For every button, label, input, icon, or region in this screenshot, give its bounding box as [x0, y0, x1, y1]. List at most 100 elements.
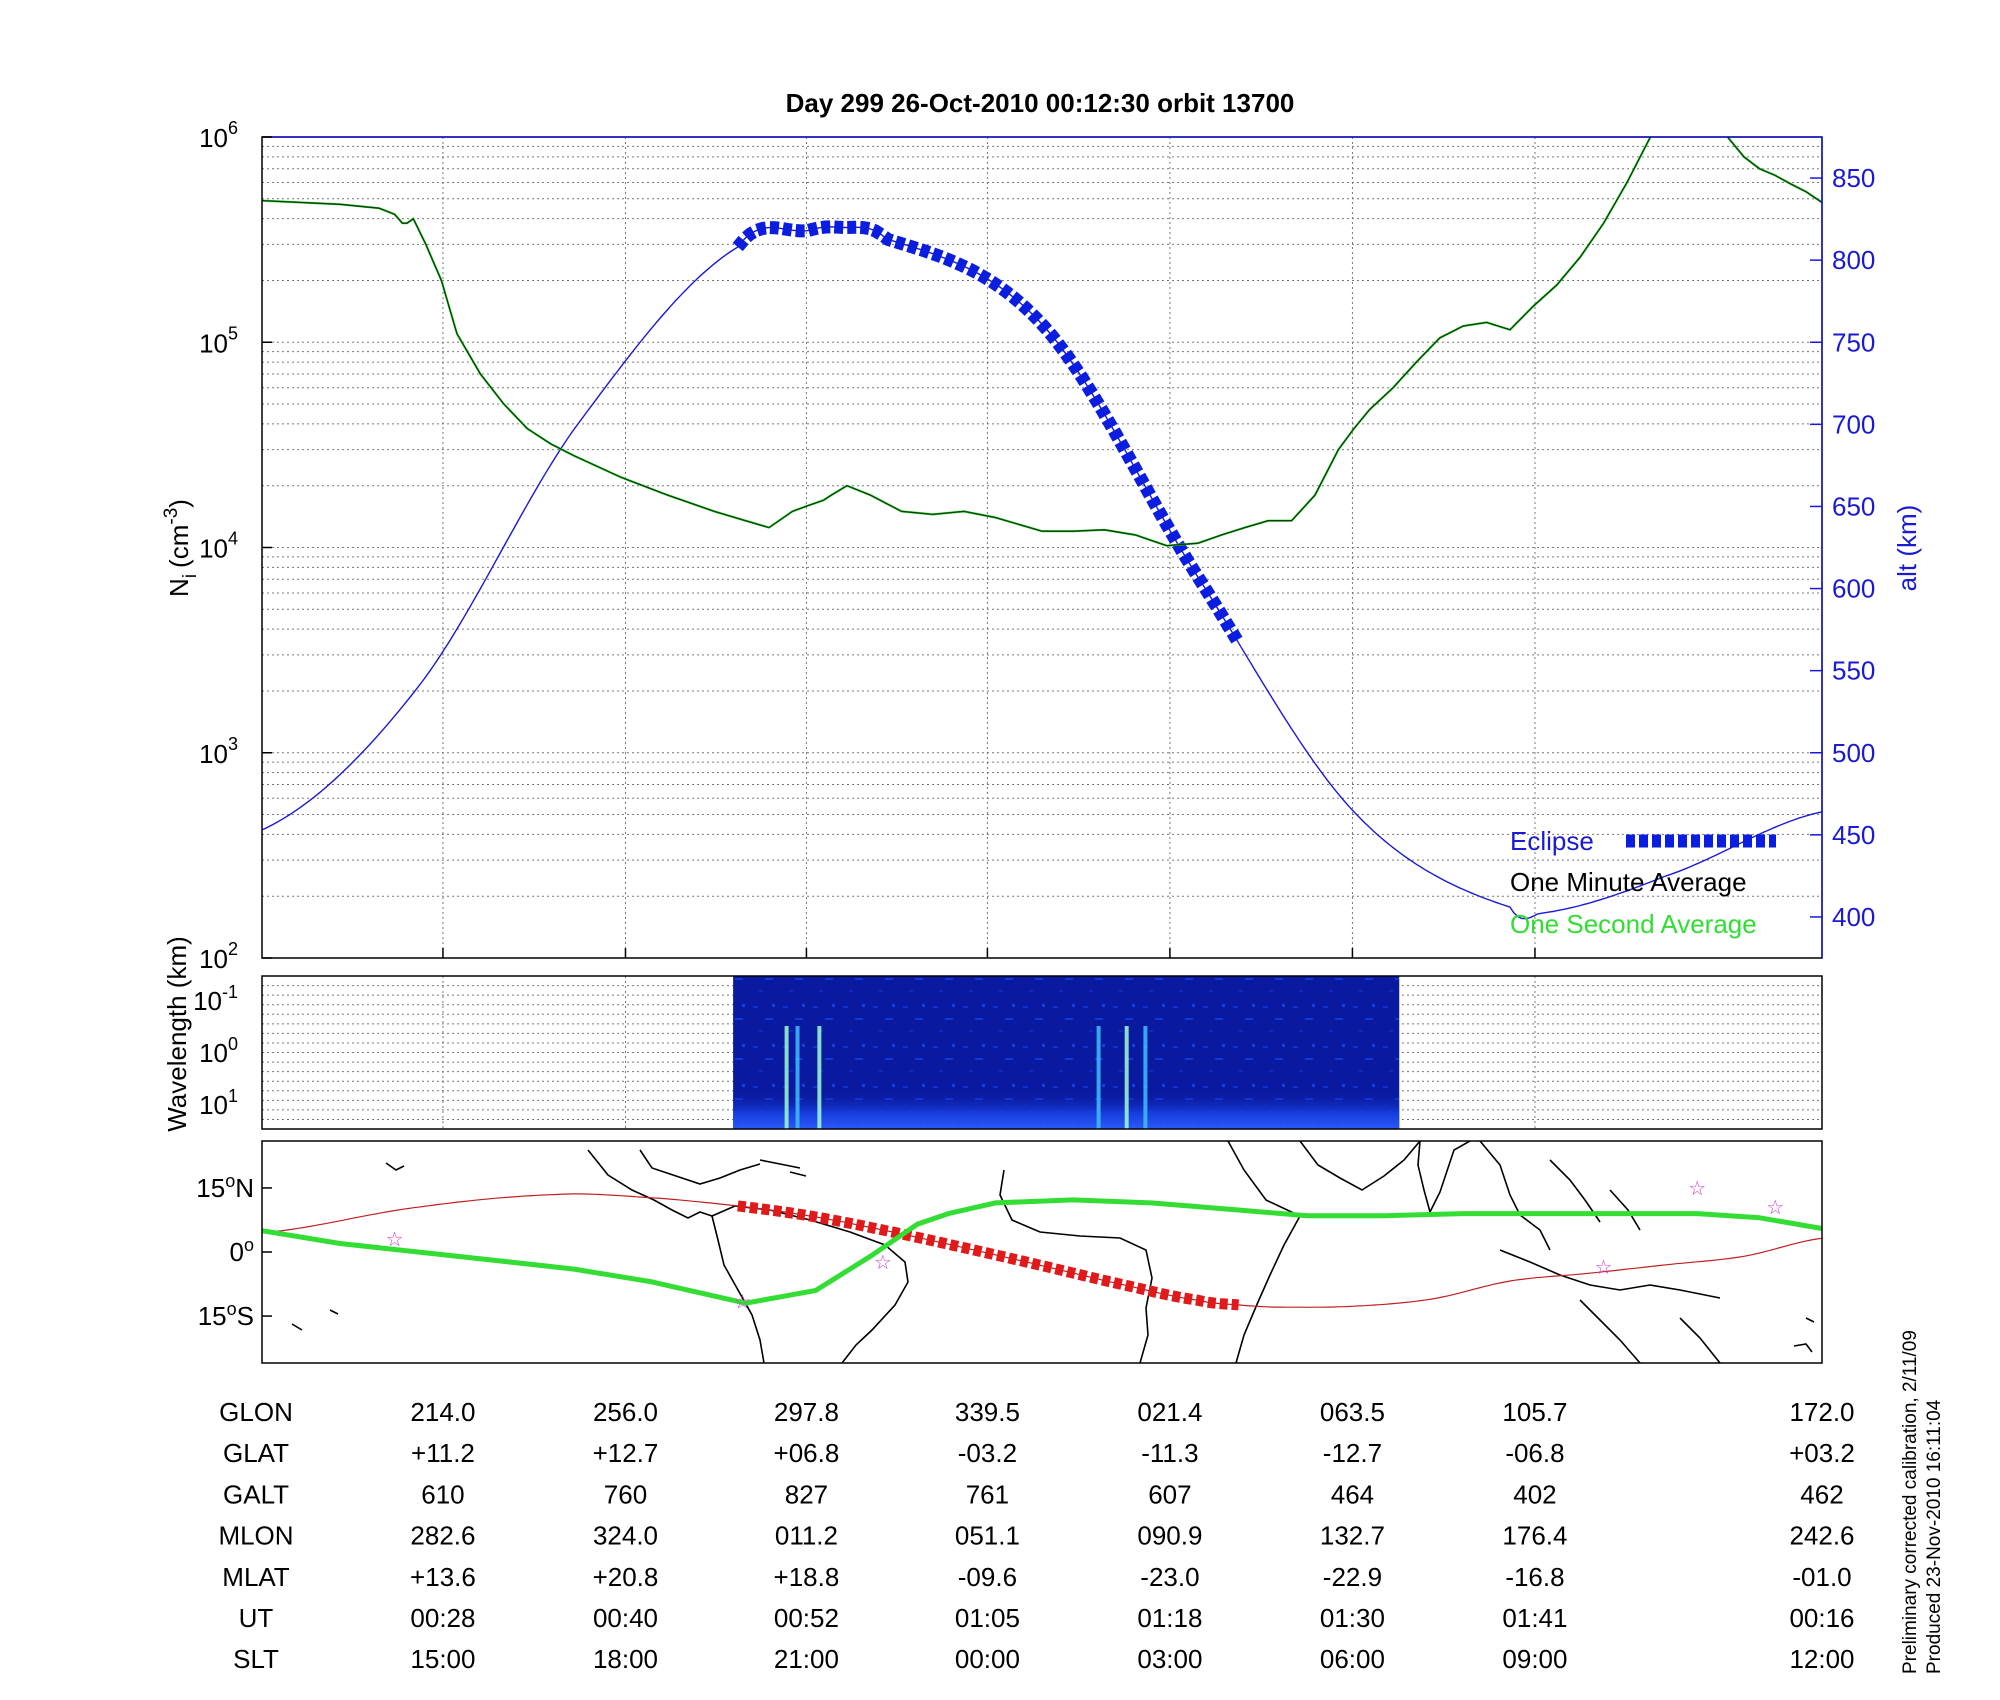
coast-philippines [1549, 1159, 1641, 1231]
table-cell: 00:28 [410, 1603, 475, 1633]
density-y-tick-label: 105 [199, 323, 238, 358]
coast-indochina [1479, 1140, 1551, 1251]
density-y-tick-base: 10 [199, 123, 228, 153]
ground-track-eclipse [737, 1200, 1239, 1311]
table-cell: 01:18 [1137, 1603, 1202, 1633]
spectrogram-low-band [733, 976, 1400, 1129]
table-row-label: SLT [233, 1644, 279, 1674]
table-cell: 105.7 [1502, 1397, 1567, 1427]
density-y-tick-exp: 4 [228, 529, 238, 549]
chart-title: Day 299 26-Oct-2010 00:12:30 orbit 13700 [786, 88, 1295, 118]
table-cell: 00:40 [593, 1603, 658, 1633]
table-cell: +12.7 [593, 1438, 659, 1468]
coast-caribbean [639, 1149, 761, 1185]
altitude-axis-label: alt (km) [1892, 505, 1922, 592]
table-cell: -09.6 [958, 1562, 1017, 1592]
star-icon: ☆ [386, 1229, 404, 1251]
table-cell: +13.6 [410, 1562, 476, 1592]
star-icon: ☆ [1595, 1257, 1613, 1279]
map-y-tick-label: 0o [230, 1235, 254, 1267]
density-axis-label-close: ) [164, 499, 194, 508]
table-cell: 464 [1331, 1479, 1374, 1509]
wavelength-y-tick-label: 101 [199, 1086, 238, 1120]
density-axis-label-unit: (cm [164, 525, 194, 568]
density-y-tick-base: 10 [199, 534, 228, 564]
table-cell: -06.8 [1505, 1438, 1564, 1468]
density-axis-label: Ni (cm-3) [161, 499, 201, 597]
table-cell: 324.0 [593, 1521, 658, 1551]
altitude-y-tick-label: 400 [1832, 902, 1875, 932]
coast-pacific-island-5 [1805, 1317, 1815, 1323]
wavelength-axis-label: Wavelength (km) [162, 936, 192, 1132]
table-cell: 339.5 [955, 1397, 1020, 1427]
table-row-label: MLAT [222, 1562, 290, 1592]
magnetic-equator-line [261, 1197, 1823, 1306]
coast-india [1417, 1140, 1471, 1215]
table-cell: 18:00 [593, 1644, 658, 1674]
coast-australia [1579, 1299, 1721, 1364]
wavelength-y-tick-exp: -1 [222, 982, 238, 1002]
altitude-y-tick-label: 700 [1832, 409, 1875, 439]
density-y-tick-base: 10 [199, 944, 228, 974]
table-cell: 021.4 [1137, 1397, 1202, 1427]
table-cell: -01.0 [1792, 1562, 1851, 1592]
density-axis-label-exp: -3 [161, 508, 182, 525]
star-icon: ☆ [1688, 1178, 1706, 1200]
table-row-label: GALT [223, 1479, 289, 1509]
table-cell: 214.0 [410, 1397, 475, 1427]
table-cell: 761 [966, 1479, 1009, 1509]
table-cell: 01:30 [1320, 1603, 1385, 1633]
table-cell: 12:00 [1789, 1644, 1854, 1674]
altitude-y-tick-label: 750 [1832, 327, 1875, 357]
coast-indonesia [1499, 1249, 1721, 1299]
table-cell: 090.9 [1137, 1521, 1202, 1551]
density-series [262, 137, 1822, 920]
density-y-tick-base: 10 [199, 739, 228, 769]
altitude-y-ticks: 400 450 500 550 600 650 700 750 800 850 [1810, 163, 1875, 932]
wavelength-y-tick-exp: 0 [228, 1034, 238, 1054]
star-icon: ☆ [874, 1252, 892, 1274]
table-cell: 760 [604, 1479, 647, 1509]
table-cell: +06.8 [774, 1438, 840, 1468]
table-cell: 827 [785, 1479, 828, 1509]
table-cell: 610 [421, 1479, 464, 1509]
wavelength-y-tick-label: 10-1 [193, 982, 238, 1016]
map-y-tick-hemisphere: S [237, 1301, 254, 1331]
table-cell: 00:52 [774, 1603, 839, 1633]
density-grid [262, 137, 1822, 959]
altitude-y-tick-label: 450 [1832, 820, 1875, 850]
density-y-tick-base: 10 [199, 328, 228, 358]
table-cell: 15:00 [410, 1644, 475, 1674]
table-cell: -11.3 [1141, 1438, 1198, 1468]
table-cell: -12.7 [1323, 1438, 1382, 1468]
map-y-tick-value: 15 [196, 1173, 225, 1203]
coast-pacific-island-2 [291, 1323, 303, 1331]
table-cell: 256.0 [593, 1397, 658, 1427]
table-cell: 282.6 [410, 1521, 475, 1551]
orbit-parameter-table: GLON GLAT GALT MLON MLAT UT SLT 214.0 +11.2 610 28… [218, 1397, 1854, 1674]
calibration-note: Preliminary corrected calibration, 2/11/… [1900, 1330, 1921, 1674]
table-cell: 132.7 [1320, 1521, 1385, 1551]
degree-icon: o [244, 1235, 254, 1255]
spectrogram-streak [1096, 1026, 1101, 1129]
legend: Eclipse One Minute Average One Second Av… [1510, 826, 1776, 939]
table-cell: 297.8 [774, 1397, 839, 1427]
wavelength-y-tick-exp: 1 [228, 1086, 238, 1106]
table-cell: 402 [1513, 1479, 1556, 1509]
table-cell: 051.1 [955, 1521, 1020, 1551]
spectrogram-image [733, 976, 1400, 1129]
table-cell: 462 [1800, 1479, 1843, 1509]
spectrogram-streak [817, 1026, 822, 1129]
coast-pacific-island-1 [385, 1162, 405, 1171]
altitude-y-tick-label: 650 [1832, 491, 1875, 521]
table-cell: 242.6 [1789, 1521, 1854, 1551]
density-axis-label-sub: i [180, 574, 201, 578]
wavelength-y-tick-base: 10 [193, 986, 222, 1016]
table-cell: 01:05 [955, 1603, 1020, 1633]
coast-africa-east [1227, 1140, 1302, 1364]
spectrogram-streak [1143, 1026, 1148, 1129]
map-y-tick-value: 15 [198, 1301, 227, 1331]
